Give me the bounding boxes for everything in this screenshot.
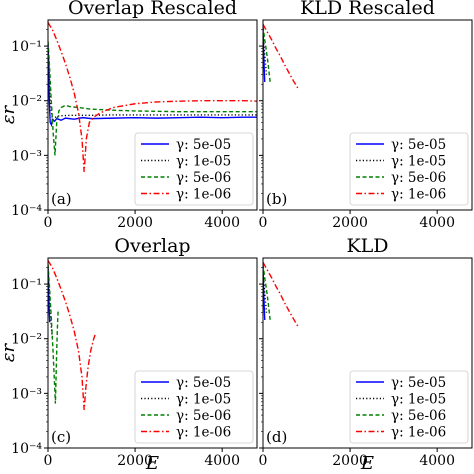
x-tick-label: 0 — [259, 215, 268, 231]
x-tick-label: 4000 — [204, 215, 240, 231]
y-tick-label: 10⁻³ — [11, 386, 42, 402]
x-tick-label: 2000 — [117, 215, 153, 231]
legend-label-1: γ: 5e-05 — [176, 137, 231, 153]
y-tick-label: 10⁻¹ — [11, 39, 42, 55]
series-line-4 — [48, 22, 257, 172]
x-tick-label: 0 — [44, 215, 53, 231]
y-tick-label: 10⁻⁴ — [11, 441, 42, 457]
panel-1: Overlap Rescaled 0 2000 4000 10⁻⁴ 10⁻³ 10⁻² 10⁻… — [0, 0, 258, 231]
legend-box — [134, 132, 254, 206]
legend: γ: 5e-05γ: 1e-05γ: 5e-06γ: 1e-06 — [134, 370, 254, 444]
legend-label-4: γ: 1e-06 — [176, 187, 231, 203]
legend-box — [349, 132, 469, 206]
series-line-3 — [48, 41, 257, 156]
panel-label: (b) — [266, 190, 287, 208]
legend-label-2: γ: 1e-05 — [391, 154, 446, 170]
x-tick-label: 0 — [259, 453, 268, 469]
x-tick-label: 0 — [44, 453, 53, 469]
x-tick-label: 2000 — [332, 215, 368, 231]
panel-label: (c) — [51, 428, 71, 446]
legend-label-3: γ: 5e-06 — [176, 408, 231, 424]
y-axis-label: εr — [0, 342, 19, 362]
series-line-3 — [263, 264, 272, 323]
series-line-2 — [263, 267, 268, 313]
legend-label-3: γ: 5e-06 — [391, 408, 446, 424]
series-line-4 — [263, 261, 299, 327]
legend: γ: 5e-05γ: 1e-05γ: 5e-06γ: 1e-06 — [349, 132, 469, 206]
series-line-3 — [263, 26, 272, 85]
legend-box — [349, 370, 469, 444]
series-line-1 — [48, 46, 257, 128]
x-tick-label: 4000 — [419, 215, 455, 231]
series-line-4 — [48, 260, 97, 410]
legend-box — [134, 370, 254, 444]
x-tick-label: 4000 — [204, 453, 240, 469]
legend: γ: 5e-05γ: 1e-05γ: 5e-06γ: 1e-06 — [134, 132, 254, 206]
y-tick-label: 10⁻² — [11, 332, 42, 348]
panel-4: KLD 0 2000 4000 Eγ: 5e-05γ: 1e-05γ: 5e-06γ: … — [259, 235, 473, 474]
legend: γ: 5e-05γ: 1e-05γ: 5e-06γ: 1e-06 — [349, 370, 469, 444]
legend-label-2: γ: 1e-05 — [391, 392, 446, 408]
x-tick-label: 4000 — [419, 453, 455, 469]
legend-label-3: γ: 5e-06 — [391, 170, 446, 186]
panel-title: KLD — [346, 235, 388, 257]
panel-label: (a) — [51, 190, 72, 208]
axes-frame — [262, 257, 473, 449]
legend-label-2: γ: 1e-05 — [176, 154, 231, 170]
panel-title: Overlap — [114, 235, 190, 257]
series-line-2 — [263, 29, 268, 75]
series-line-4 — [263, 23, 299, 89]
y-tick-label: 10⁻¹ — [11, 277, 42, 293]
legend-label-1: γ: 5e-05 — [391, 375, 446, 391]
legend-label-1: γ: 5e-05 — [391, 137, 446, 153]
legend-label-4: γ: 1e-06 — [176, 425, 231, 441]
panel-title: Overlap Rescaled — [68, 0, 237, 19]
y-tick-label: 10⁻² — [11, 94, 42, 110]
series-line-3 — [48, 264, 60, 404]
axes-frame — [47, 19, 258, 211]
x-axis-label: E — [360, 453, 374, 474]
y-tick-label: 10⁻⁴ — [11, 203, 42, 219]
axes-frame — [262, 19, 473, 211]
legend-label-3: γ: 5e-06 — [176, 170, 231, 186]
y-axis-label: εr — [0, 104, 19, 124]
legend-label-2: γ: 1e-05 — [176, 392, 231, 408]
panel-3: Overlap 0 2000 4000 10⁻⁴ 10⁻³ 10⁻² 10⁻¹ εr Eγ: 5e… — [0, 235, 258, 474]
legend-label-4: γ: 1e-06 — [391, 425, 446, 441]
panel-label: (d) — [266, 428, 287, 446]
x-tick-label: 2000 — [332, 453, 368, 469]
legend-label-1: γ: 5e-05 — [176, 375, 231, 391]
x-axis-label: E — [145, 453, 159, 474]
legend-label-4: γ: 1e-06 — [391, 187, 446, 203]
x-tick-label: 2000 — [117, 453, 153, 469]
panel-title: KLD Rescaled — [300, 0, 435, 19]
axes-frame — [47, 257, 258, 449]
series-line-2 — [48, 41, 257, 121]
y-tick-label: 10⁻³ — [11, 148, 42, 164]
